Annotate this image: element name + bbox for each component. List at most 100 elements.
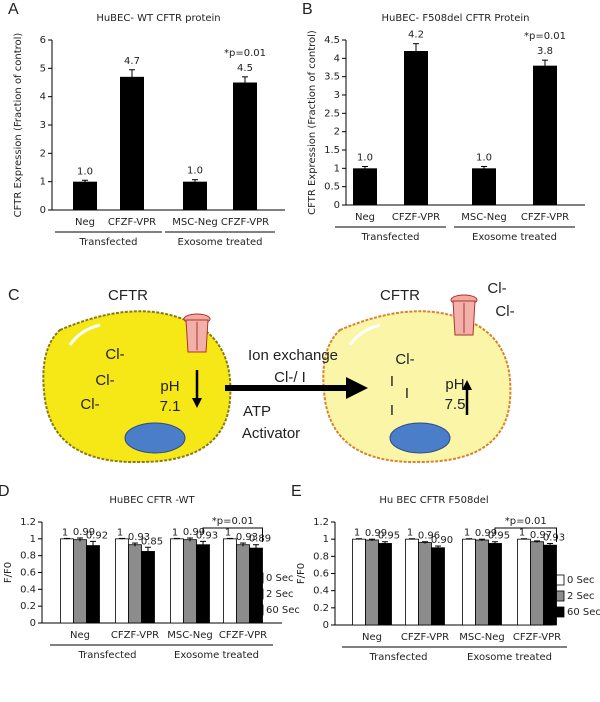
bar [236,544,250,624]
x-tick-label: MSC-Neg [167,630,213,641]
y-axis-label: F/F0 [296,563,307,584]
cell [322,310,512,464]
value-label: 0.93 [543,532,565,543]
x-tick-label: Neg [355,212,375,223]
y-tick-label: 4 [334,53,340,64]
highlight [348,323,381,346]
group-label: Exosome treated [178,237,263,248]
bar [365,539,379,626]
annotation: *p=0.01 [212,516,254,527]
ion: Cl- [80,396,99,413]
annotation: *p=0.01 [224,48,266,59]
value-label: 0.99 [475,528,497,539]
panel-label: E [291,483,302,500]
legend-label: 60 Sec [567,607,600,618]
value-label: 0.95 [378,531,400,542]
y-tick-label: 4 [40,92,46,103]
ion: Cl- [105,346,124,363]
x-tick-label: MSC-Neg [459,632,505,643]
bar [73,181,97,210]
x-tick-label: CFZF-VPR [111,630,159,641]
value-label: 0.90 [431,535,453,546]
x-tick-label: Neg [75,217,95,228]
y-tick-label: 1 [40,177,46,188]
bar [405,538,419,626]
bar [141,551,155,624]
chart-title: HuBEC CFTR -WT [109,495,195,506]
value-label: 0.93 [236,532,258,543]
label: ATP [243,403,271,420]
y-tick-label: 1.5 [324,145,340,156]
value-label: 1 [62,527,68,538]
value-label: 1 [354,528,360,539]
arrowhead [346,377,368,399]
value-label: 0.93 [196,530,218,541]
y-tick-label: 1 [323,534,329,545]
highlight [68,323,101,346]
legend-label: 0 Sec [266,573,294,584]
label: CFTR [380,287,420,304]
value-label: 3.8 [537,46,553,57]
x-tick-label: Neg [70,630,90,641]
bar [183,181,207,210]
x-tick-label: CFZF-VPR [221,217,269,228]
panel-label: D [0,483,10,500]
nucleus [124,422,186,454]
x-tick-label: CFZF-VPR [108,217,156,228]
panel-label: C [8,287,20,304]
value-label: 0.99 [365,528,387,539]
value-label: 0.85 [141,536,163,547]
y-tick-label: 0.6 [313,569,329,580]
label: Ion exchange [248,347,338,364]
group-label: Transfected [368,652,427,663]
bar [86,545,100,624]
value-label: 0.95 [488,531,510,542]
group-label: Exosome treated [472,232,557,243]
value-label: 1.0 [187,166,203,177]
value-label: 0.99 [73,527,95,538]
y-tick-label: 4.5 [324,35,340,46]
y-axis-label: CFTR Expression (Fraction of control) [307,30,318,215]
bar [530,541,544,626]
value-label: 1.0 [77,166,93,177]
y-tick-label: 0 [30,618,36,629]
x-tick-label: MSC-Neg [172,217,218,228]
bar [475,539,489,626]
bar [73,539,87,624]
y-tick-label: 0.2 [313,603,329,614]
cell [42,310,232,464]
bar [517,538,531,626]
group-label: Exosome treated [174,650,259,661]
bar [418,542,432,626]
y-axis-label: CFTR Expression (Fraction of control) [13,33,24,218]
y-tick-label: 0.8 [20,551,36,562]
y-tick-label: 6 [40,35,46,46]
significance-bracket [494,527,557,542]
y-tick-label: 0 [334,200,340,211]
y-tick-label: 3.5 [324,72,340,83]
y-tick-label: 1 [30,534,36,545]
ion: I [390,373,394,390]
bar [472,168,496,205]
label: CFTR [108,287,148,304]
value-label: 4.7 [124,56,140,67]
bar [115,538,129,624]
chart-title: HuBEC- F508del CFTR Protein [382,13,530,24]
y-tick-label: 0.5 [324,182,340,193]
legend-label: 60 Sec [266,605,300,616]
value-label: 1 [519,528,525,539]
y-tick-label: 2.5 [324,108,340,119]
bar [233,82,257,210]
bar [60,538,74,624]
value-label: 1 [172,527,178,538]
ion: Cl- [495,303,514,320]
y-tick-label: 0 [323,620,329,631]
x-tick-label: CFZF-VPR [392,212,440,223]
bar [170,538,184,624]
value-label: 0.97 [530,530,552,541]
y-tick-label: 3 [40,120,46,131]
x-tick-label: CFZF-VPR [513,632,561,643]
panel-label: A [8,1,19,18]
arrowhead [192,398,202,408]
label: 7.1 [160,398,181,415]
